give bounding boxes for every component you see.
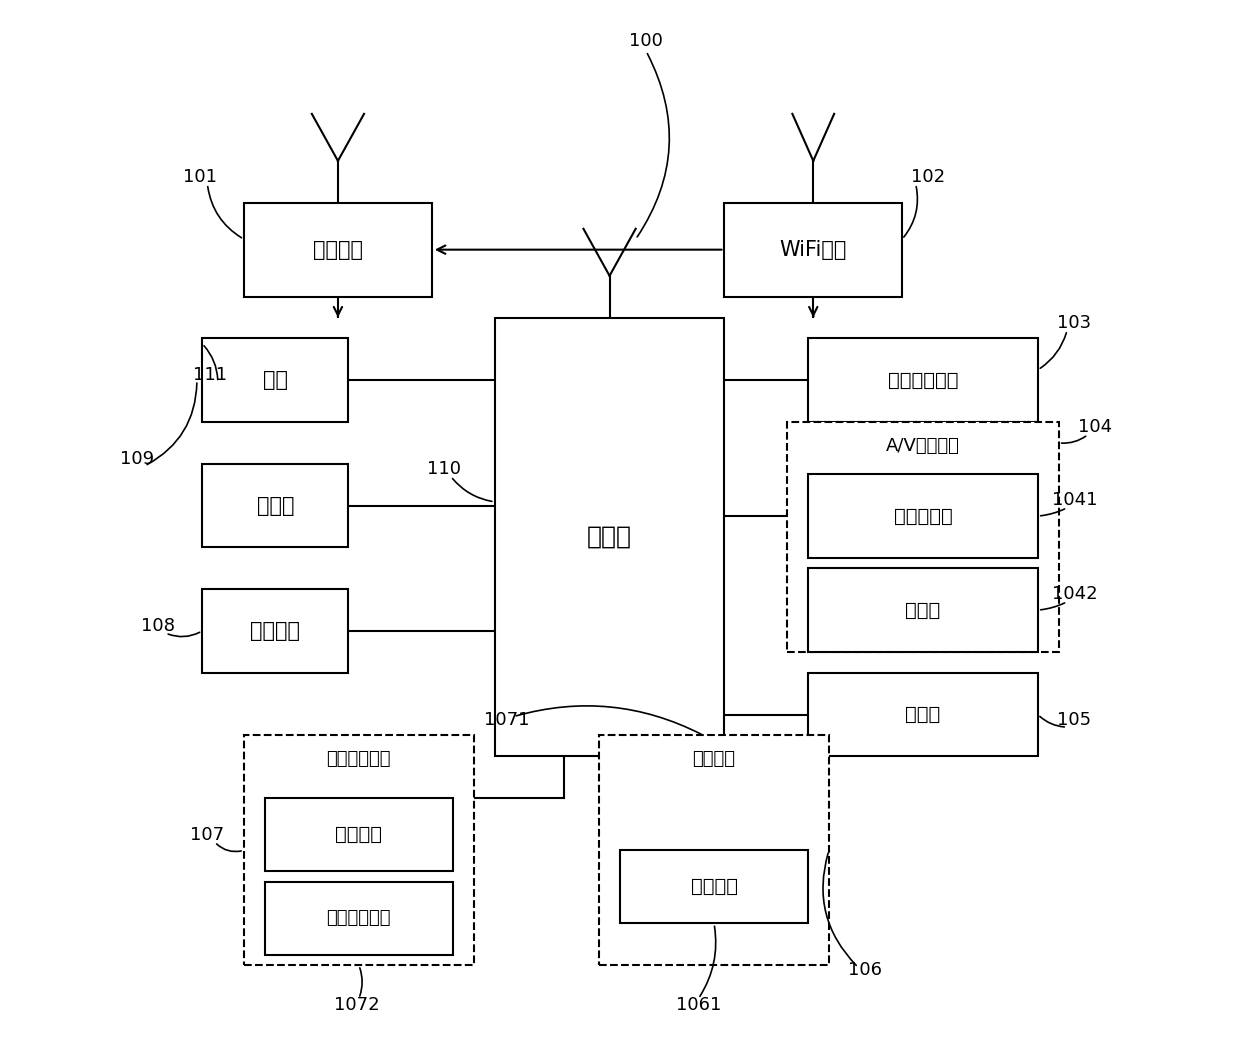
Text: 音频输出单元: 音频输出单元 (888, 371, 959, 390)
FancyBboxPatch shape (495, 318, 724, 756)
Text: 101: 101 (184, 167, 217, 185)
Text: 图形处理器: 图形处理器 (894, 506, 952, 525)
FancyBboxPatch shape (265, 881, 453, 955)
Text: 触控面板: 触控面板 (335, 826, 382, 845)
FancyBboxPatch shape (202, 590, 348, 673)
Text: 103: 103 (1058, 314, 1091, 332)
FancyBboxPatch shape (599, 735, 828, 966)
Text: 1072: 1072 (334, 996, 379, 1014)
Text: 1042: 1042 (1052, 585, 1097, 603)
FancyBboxPatch shape (244, 735, 474, 966)
FancyBboxPatch shape (808, 338, 1038, 422)
Text: 105: 105 (1058, 711, 1091, 729)
Text: 用户输入单元: 用户输入单元 (326, 750, 391, 768)
Text: 存储器: 存储器 (257, 496, 294, 516)
FancyBboxPatch shape (787, 422, 1059, 652)
FancyBboxPatch shape (620, 851, 808, 923)
FancyBboxPatch shape (808, 569, 1038, 652)
Text: 106: 106 (848, 961, 883, 979)
Text: 110: 110 (428, 460, 461, 478)
Text: WiFi模块: WiFi模块 (780, 240, 847, 260)
FancyBboxPatch shape (808, 474, 1038, 558)
FancyBboxPatch shape (202, 463, 348, 548)
Text: 102: 102 (911, 167, 945, 185)
Text: 接口单元: 接口单元 (250, 621, 300, 641)
FancyBboxPatch shape (265, 798, 453, 871)
FancyBboxPatch shape (202, 338, 348, 422)
Text: 处理器: 处理器 (587, 525, 632, 549)
FancyBboxPatch shape (724, 202, 901, 297)
FancyBboxPatch shape (808, 673, 1038, 756)
Text: 100: 100 (629, 32, 663, 49)
Text: 1041: 1041 (1052, 492, 1097, 510)
Text: 显示单元: 显示单元 (692, 750, 735, 768)
Text: 显示面板: 显示面板 (691, 877, 738, 896)
Text: A/V输入单元: A/V输入单元 (887, 437, 960, 455)
Text: 电源: 电源 (263, 371, 288, 391)
Text: 104: 104 (1079, 418, 1112, 436)
Text: 麦克风: 麦克风 (905, 600, 941, 619)
Text: 其他输入设备: 其他输入设备 (326, 909, 391, 928)
Text: 射频单元: 射频单元 (312, 240, 363, 260)
Text: 1061: 1061 (676, 996, 720, 1014)
Text: 111: 111 (193, 366, 228, 384)
Text: 107: 107 (190, 826, 224, 843)
Text: 108: 108 (141, 617, 175, 635)
Text: 传感器: 传感器 (905, 706, 941, 724)
FancyBboxPatch shape (244, 202, 432, 297)
Text: 109: 109 (120, 450, 155, 468)
Text: 1071: 1071 (485, 711, 529, 729)
